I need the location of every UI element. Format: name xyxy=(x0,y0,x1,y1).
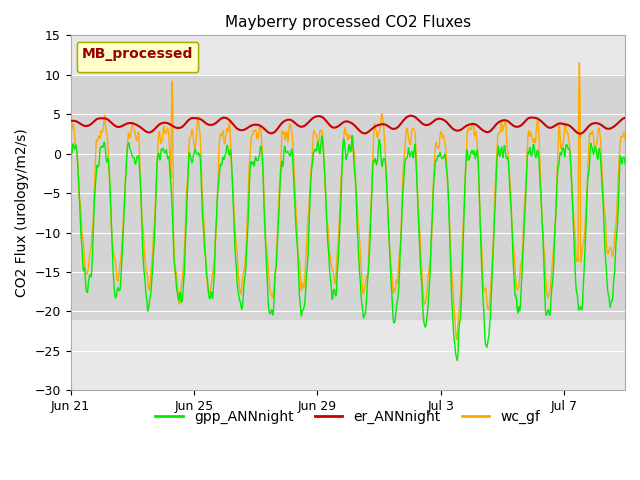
Bar xyxy=(70,75,625,319)
Title: Mayberry processed CO2 Fluxes: Mayberry processed CO2 Fluxes xyxy=(225,15,471,30)
Y-axis label: CO2 Flux (urology/m2/s): CO2 Flux (urology/m2/s) xyxy=(15,129,29,297)
Legend: gpp_ANNnight, er_ANNnight, wc_gf: gpp_ANNnight, er_ANNnight, wc_gf xyxy=(150,404,546,430)
